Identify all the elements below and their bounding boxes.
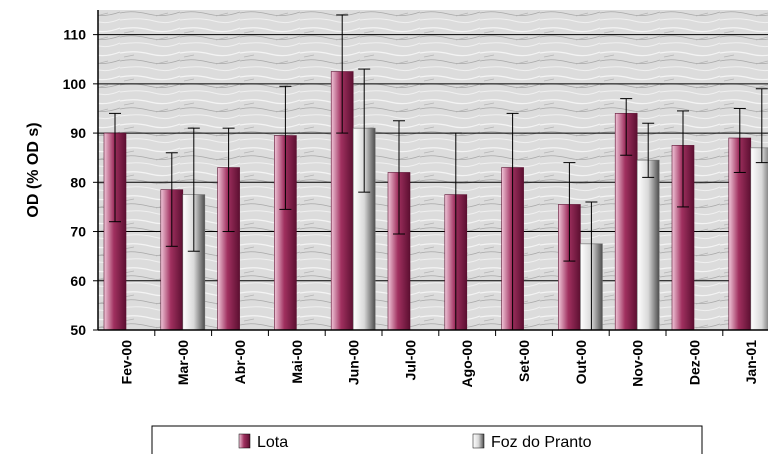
- bar-foz-Nov-00: [636, 159, 660, 331]
- x-tick-label-Jul-00: Jul-00: [402, 340, 418, 381]
- y-tick-label-70: 70: [70, 224, 86, 240]
- x-tick-label-Abr-00: Abr-00: [232, 340, 248, 385]
- legend: Lota Foz do Pranto: [151, 425, 703, 454]
- bars: [103, 71, 768, 331]
- error-bars: [109, 14, 768, 330]
- x-tick-label-Jun-00: Jun-00: [346, 340, 362, 385]
- x-tick-label-Out-00: Out-00: [573, 340, 589, 385]
- legend-swatch-foz: [472, 433, 485, 449]
- x-tick-label-Fev-00: Fev-00: [118, 340, 134, 385]
- axes: [93, 10, 768, 336]
- x-tick-label-Jan-01: Jan-01: [743, 340, 759, 385]
- bar-foz-Jan-01: [750, 147, 768, 331]
- x-tick-label-Mar-00: Mar-00: [175, 340, 191, 385]
- y-tick-label-110: 110: [63, 27, 86, 43]
- y-tick-label-90: 90: [70, 125, 86, 141]
- tick-labels: 50 60 70 80 90 100 110 Fev-00 Mar-00 Abr-00 Mai-00…: [63, 27, 760, 388]
- y-tick-label-60: 60: [70, 273, 86, 289]
- y-tick-label-80: 80: [70, 174, 86, 190]
- x-tick-label-Mai-00: Mai-00: [289, 340, 305, 384]
- legend-box: [151, 425, 703, 454]
- grid-lines: [98, 34, 768, 282]
- x-tick-label-Nov-00: Nov-00: [630, 340, 646, 387]
- x-tick-label-Dez-00: Dez-00: [686, 340, 702, 385]
- y-axis-title: OD (% OD s): [25, 122, 42, 217]
- legend-swatch-lota: [238, 433, 251, 449]
- y-tick-label-100: 100: [63, 76, 87, 92]
- y-tick-label-50: 50: [70, 322, 86, 338]
- x-tick-label-Set-00: Set-00: [516, 340, 532, 382]
- legend-label-lota: Lota: [257, 434, 288, 451]
- x-tick-label-Ago-00: Ago-00: [459, 340, 475, 388]
- legend-label-foz: Foz do Pranto: [491, 434, 592, 451]
